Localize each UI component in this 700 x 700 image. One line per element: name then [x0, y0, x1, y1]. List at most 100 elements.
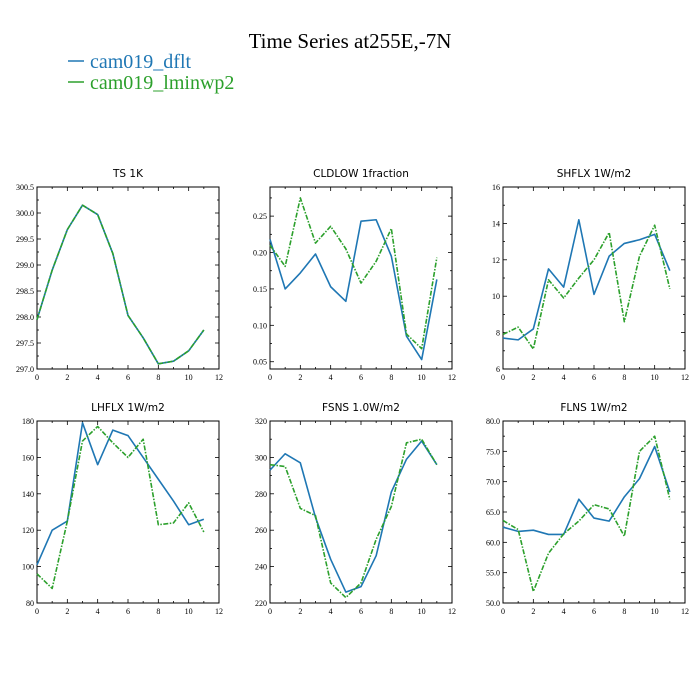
- x-tick-label-ts: 4: [96, 373, 100, 382]
- legend-entry-lminwp2: cam019_lminwp2: [68, 72, 234, 94]
- x-tick-label-flns: 12: [681, 607, 689, 616]
- series-line-lminwp2-fsns: [270, 439, 437, 597]
- plot-frame-ts: [37, 187, 219, 369]
- y-tick-label-flns: 60.0: [486, 538, 500, 547]
- plot-frame-shflx: [503, 187, 685, 369]
- panel-lhflx: LHFLX 1W/m2 0 2 4 6 8 10 12 80 100 120 140 160 180: [22, 402, 223, 616]
- x-tick-label-ts: 10: [185, 373, 193, 382]
- y-tick-label-cldlow: 0.05: [253, 358, 267, 367]
- plot-frame-fsns: [270, 421, 452, 603]
- x-tick-label-shflx: 6: [592, 373, 596, 382]
- y-tick-label-ts: 300.5: [16, 183, 34, 192]
- panel-title-flns: FLNS 1W/m2: [560, 402, 627, 414]
- series-line-lminwp2-flns: [503, 436, 670, 591]
- x-tick-label-flns: 2: [531, 607, 535, 616]
- series-line-dflt-flns: [503, 446, 670, 534]
- x-tick-label-shflx: 0: [501, 373, 505, 382]
- x-tick-label-shflx: 4: [562, 373, 566, 382]
- y-tick-label-ts: 298.0: [16, 313, 34, 322]
- x-tick-label-lhflx: 0: [35, 607, 39, 616]
- x-tick-label-fsns: 8: [389, 607, 393, 616]
- x-tick-label-ts: 12: [215, 373, 223, 382]
- x-tick-label-fsns: 2: [298, 607, 302, 616]
- series-line-dflt-ts: [37, 205, 204, 364]
- legend-entry-dflt: cam019_dflt: [68, 51, 192, 73]
- x-tick-label-ts: 6: [126, 373, 130, 382]
- figure-title: Time Series at255E,-7N: [249, 29, 452, 53]
- y-tick-label-ts: 300.0: [16, 209, 34, 218]
- x-tick-label-fsns: 6: [359, 607, 363, 616]
- y-tick-label-cldlow: 0.15: [253, 285, 267, 294]
- series-line-dflt-cldlow: [270, 220, 437, 360]
- x-tick-label-shflx: 8: [622, 373, 626, 382]
- y-tick-label-flns: 65.0: [486, 508, 500, 517]
- x-tick-label-flns: 4: [562, 607, 566, 616]
- x-tick-label-cldlow: 10: [418, 373, 426, 382]
- x-tick-label-fsns: 10: [418, 607, 426, 616]
- x-tick-label-lhflx: 2: [65, 607, 69, 616]
- y-tick-label-fsns: 220: [255, 599, 267, 608]
- y-tick-label-shflx: 14: [492, 219, 500, 228]
- series-line-lminwp2-lhflx: [37, 426, 204, 588]
- y-tick-label-shflx: 6: [496, 365, 500, 374]
- x-tick-label-flns: 10: [651, 607, 659, 616]
- x-tick-label-fsns: 0: [268, 607, 272, 616]
- y-tick-label-flns: 80.0: [486, 417, 500, 426]
- x-tick-label-lhflx: 4: [96, 607, 100, 616]
- plot-frame-lhflx: [37, 421, 219, 603]
- series-line-dflt-fsns: [270, 441, 437, 592]
- y-tick-label-ts: 297.5: [16, 339, 34, 348]
- time-series-figure: Time Series at255E,-7N cam019_dfltcam019…: [0, 0, 700, 700]
- panel-title-shflx: SHFLX 1W/m2: [557, 168, 632, 180]
- y-tick-label-fsns: 260: [255, 526, 267, 535]
- y-tick-label-ts: 299.0: [16, 261, 34, 270]
- y-tick-label-shflx: 8: [496, 329, 500, 338]
- x-tick-label-fsns: 12: [448, 607, 456, 616]
- y-tick-label-ts: 299.5: [16, 235, 34, 244]
- y-tick-label-lhflx: 120: [22, 526, 34, 535]
- x-tick-label-shflx: 12: [681, 373, 689, 382]
- y-tick-label-flns: 70.0: [486, 478, 500, 487]
- x-tick-label-cldlow: 0: [268, 373, 272, 382]
- y-tick-label-fsns: 300: [255, 453, 267, 462]
- y-tick-label-ts: 298.5: [16, 287, 34, 296]
- x-tick-label-lhflx: 8: [156, 607, 160, 616]
- x-tick-label-cldlow: 8: [389, 373, 393, 382]
- panel-ts: TS 1K 0 2 4 6 8 10 12 297.0 297.5 298.0 298.5 299.0 2…: [16, 168, 223, 382]
- y-tick-label-flns: 50.0: [486, 599, 500, 608]
- y-tick-label-lhflx: 160: [22, 453, 34, 462]
- y-tick-label-lhflx: 100: [22, 563, 34, 572]
- y-tick-label-fsns: 280: [255, 490, 267, 499]
- x-tick-label-ts: 8: [156, 373, 160, 382]
- x-tick-label-fsns: 4: [329, 607, 333, 616]
- panel-shflx: SHFLX 1W/m2 0 2 4 6 8 10 12 6 8 10 12 14 16: [492, 168, 689, 382]
- x-tick-label-cldlow: 2: [298, 373, 302, 382]
- x-tick-label-lhflx: 12: [215, 607, 223, 616]
- y-tick-label-lhflx: 140: [22, 490, 34, 499]
- x-tick-label-shflx: 10: [651, 373, 659, 382]
- y-tick-label-shflx: 10: [492, 292, 500, 301]
- y-tick-label-fsns: 240: [255, 563, 267, 572]
- series-line-dflt-shflx: [503, 220, 670, 340]
- y-tick-label-shflx: 16: [492, 183, 500, 192]
- y-tick-label-fsns: 320: [255, 417, 267, 426]
- x-tick-label-flns: 0: [501, 607, 505, 616]
- y-tick-label-lhflx: 180: [22, 417, 34, 426]
- x-tick-label-cldlow: 12: [448, 373, 456, 382]
- panel-cldlow: CLDLOW 1fraction0 2 4 6 8 10 120.050.100.150.2…: [253, 168, 456, 382]
- legend-label-dflt: cam019_dflt: [90, 51, 192, 73]
- x-tick-label-lhflx: 10: [185, 607, 193, 616]
- panel-title-fsns: FSNS 1.0W/m2: [322, 402, 400, 414]
- panel-title-lhflx: LHFLX 1W/m2: [91, 402, 165, 414]
- x-tick-label-lhflx: 6: [126, 607, 130, 616]
- x-tick-label-flns: 8: [622, 607, 626, 616]
- x-tick-label-ts: 0: [35, 373, 39, 382]
- y-tick-label-flns: 75.0: [486, 447, 500, 456]
- y-tick-label-lhflx: 80: [26, 599, 34, 608]
- x-tick-label-cldlow: 6: [359, 373, 363, 382]
- panel-fsns: FSNS 1.0W/m2 0 2 4 6 8 10 12 220 240 260 280 300 320: [255, 402, 456, 616]
- x-tick-label-flns: 6: [592, 607, 596, 616]
- y-tick-label-cldlow: 0.20: [253, 249, 267, 258]
- y-tick-label-flns: 55.0: [486, 569, 500, 578]
- y-tick-label-ts: 297.0: [16, 365, 34, 374]
